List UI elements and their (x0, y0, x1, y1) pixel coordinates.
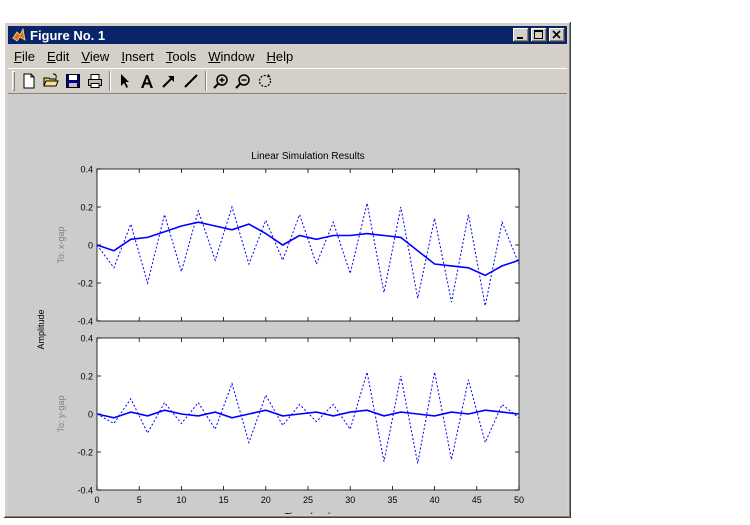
plot-svg: Linear Simulation Results -0.4 -0.2 0 0.2 0.4… (36, 151, 524, 514)
open-file-button[interactable] (40, 70, 62, 92)
y-tick-label: 0.2 (80, 372, 93, 382)
new-figure-button[interactable] (18, 70, 40, 92)
series-line-1-2 (96, 203, 520, 306)
menu-file[interactable]: File (14, 48, 35, 64)
x-tick-label: 0 (94, 495, 99, 505)
chart-title: Linear Simulation Results (251, 151, 364, 162)
close-icon (552, 30, 561, 39)
y-tick-label: 0.2 (80, 203, 93, 213)
zoom-out-button[interactable] (232, 70, 254, 92)
menu-bar: File Edit View Insert Tools Window Help (8, 46, 567, 66)
folder-open-icon (43, 73, 59, 87)
minimize-button[interactable] (513, 28, 529, 42)
toolbar-grip[interactable] (12, 71, 15, 91)
menu-tools[interactable]: Tools (165, 48, 197, 64)
y-tick-label: 0.4 (80, 334, 93, 344)
title-bar[interactable]: Figure No. 1 (8, 26, 567, 44)
series-line-1-1 (96, 221, 520, 277)
x-axis-label: Time (sec) (285, 512, 332, 514)
y-tick-label: -0.2 (77, 448, 93, 458)
maximize-icon (534, 30, 543, 39)
zoom-in-icon (213, 74, 228, 89)
window-title: Figure No. 1 (30, 27, 106, 43)
minimize-icon (517, 37, 523, 39)
axes-1 (96, 168, 520, 322)
save-button[interactable] (62, 70, 84, 92)
close-button[interactable] (549, 28, 565, 42)
y-tick-label: 0 (88, 241, 93, 251)
menu-view[interactable]: View (81, 48, 110, 64)
subplot-ylabel: To: y-gap (56, 395, 66, 432)
toolbar-separator (205, 71, 207, 91)
line-icon (184, 74, 198, 88)
menu-help[interactable]: Help (266, 48, 294, 64)
x-tick-label: 35 (387, 495, 397, 505)
figure-window: Figure No. 1 File Edit View Insert Tools… (4, 22, 571, 518)
menu-edit[interactable]: Edit (46, 48, 70, 64)
insert-line-button[interactable] (180, 70, 202, 92)
matlab-logo-icon (12, 28, 26, 42)
y-tick-label: -0.4 (77, 486, 93, 496)
x-tick-label: 30 (345, 495, 355, 505)
zoom-in-button[interactable] (210, 70, 232, 92)
y-axis-label: Amplitude (36, 309, 46, 349)
series-line-2-2 (96, 372, 520, 464)
menu-insert[interactable]: Insert (121, 48, 154, 64)
figure-canvas: Linear Simulation Results -0.4 -0.2 0 0.2 0.4… (8, 95, 567, 514)
y-tick-label: -0.4 (77, 317, 93, 327)
print-button[interactable] (84, 70, 106, 92)
axes-2 (96, 337, 520, 491)
new-document-icon (23, 73, 35, 89)
menu-window[interactable]: Window (208, 48, 255, 64)
printer-icon (88, 74, 102, 88)
floppy-disk-icon (66, 74, 80, 88)
insert-text-button[interactable] (136, 70, 158, 92)
toolbar (8, 68, 567, 94)
toolbar-separator (109, 71, 111, 91)
insert-arrow-button[interactable] (158, 70, 180, 92)
x-tick-label: 15 (219, 495, 229, 505)
y-tick-label: 0.4 (80, 165, 93, 175)
zoom-out-icon (235, 74, 250, 89)
x-tick-label: 5 (137, 495, 142, 505)
rotate-3d-button[interactable] (254, 70, 276, 92)
y-tick-label: -0.2 (77, 279, 93, 289)
rotate-icon (258, 74, 272, 88)
x-tick-label: 25 (303, 495, 313, 505)
text-a-icon (141, 75, 153, 88)
y-tick-label: 0 (88, 410, 93, 420)
x-tick-label: 10 (176, 495, 186, 505)
arrow-icon (162, 76, 174, 88)
subplot-ylabel: To: x-gap (56, 226, 66, 263)
x-tick-label: 40 (430, 495, 440, 505)
x-tick-label: 20 (261, 495, 271, 505)
edit-plot-button[interactable] (114, 70, 136, 92)
x-tick-label: 45 (472, 495, 482, 505)
arrow-pointer-icon (121, 74, 129, 88)
x-tick-label: 50 (514, 495, 524, 505)
maximize-button[interactable] (531, 28, 547, 42)
